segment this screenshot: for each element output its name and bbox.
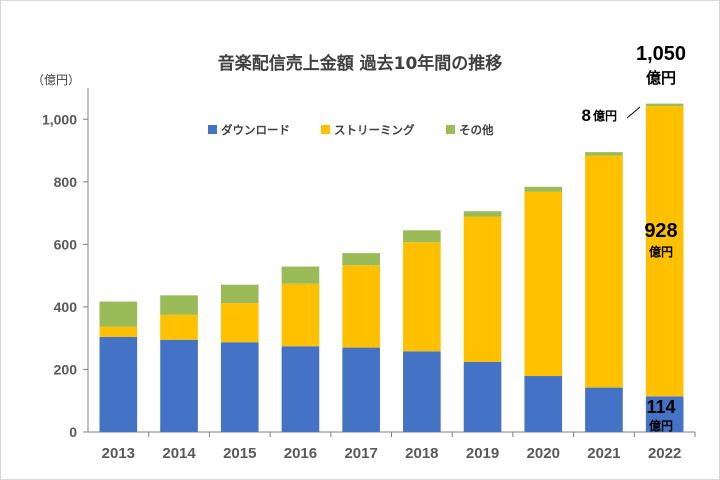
bar-other-2014	[160, 295, 198, 315]
bar-streaming-2013	[99, 326, 138, 337]
legend-label-other: その他	[459, 123, 494, 137]
legend-swatch-other	[446, 125, 455, 134]
x-tick-label: 2013	[102, 445, 135, 462]
download-unit-label: 億円	[649, 418, 673, 433]
y-tick-label: 600	[54, 236, 78, 252]
y-tick-label: 1,000	[42, 111, 77, 127]
legend-swatch-download	[208, 125, 217, 134]
bar-streaming-2016	[281, 283, 320, 347]
bar-streaming-2014	[160, 314, 198, 340]
legend: ダウンロード ストリーミング その他	[208, 123, 494, 137]
bar-download-2018	[403, 351, 441, 432]
download-value-label: 114	[646, 397, 675, 417]
y-axis-unit-label: （億円）	[32, 73, 80, 87]
bar-other-2017	[342, 253, 380, 266]
bar-other-2020	[524, 186, 563, 192]
legend-label-streaming: ストリーミング	[334, 123, 415, 137]
x-tick-label: 2019	[466, 445, 499, 462]
bar-other-2015	[220, 284, 259, 304]
bar-download-2022	[645, 396, 684, 432]
bar-other-2016	[281, 266, 320, 284]
bar-streaming-2015	[220, 303, 259, 343]
bar-download-2014	[160, 339, 198, 432]
bar-other-2022	[645, 103, 684, 107]
legend-swatch-streaming	[321, 125, 330, 134]
bar-streaming-2018	[403, 242, 441, 352]
streaming-value-label: 928	[644, 220, 677, 242]
bar-download-2021	[585, 387, 623, 432]
x-tick-label: 2014	[162, 445, 196, 462]
bar-other-2019	[463, 211, 502, 217]
x-tick-label: 2018	[405, 445, 438, 462]
bar-streaming-2017	[342, 265, 380, 348]
bar-streaming-2022	[645, 106, 684, 397]
bar-other-2013	[99, 301, 138, 327]
bar-download-2016	[281, 346, 320, 432]
annotations: 1,050 億円 8 億円 928 億円 114 億円	[582, 43, 687, 433]
bar-download-2013	[99, 336, 138, 432]
bar-download-2015	[220, 342, 259, 432]
bar-download-2019	[463, 361, 502, 432]
chart-title: 音楽配信売上金額 過去10年間の推移	[218, 53, 503, 74]
y-tick-label: 400	[54, 299, 78, 315]
other-unit-label: 億円	[593, 108, 617, 123]
total-unit-label: 億円	[646, 69, 676, 87]
legend-label-download: ダウンロード	[221, 123, 290, 137]
x-tick-label: 2022	[648, 445, 681, 462]
y-tick-label: 0	[69, 424, 77, 440]
other-leader-line	[626, 106, 641, 119]
bar-download-2020	[524, 376, 563, 432]
x-tick-label: 2021	[587, 445, 620, 462]
bar-streaming-2020	[524, 191, 563, 377]
bar-streaming-2021	[585, 155, 623, 388]
other-value-label: 8	[582, 106, 591, 125]
total-value-label: 1,050	[636, 43, 686, 65]
x-tick-label: 2016	[284, 445, 317, 462]
bar-other-2018	[403, 230, 441, 243]
bar-streaming-2019	[463, 216, 502, 362]
y-tick-label: 200	[54, 361, 78, 377]
bar-other-2021	[585, 152, 623, 156]
x-tick-label: 2020	[527, 445, 560, 462]
y-tick-label: 800	[54, 174, 78, 190]
bar-download-2017	[342, 347, 380, 432]
streaming-unit-label: 億円	[649, 244, 673, 259]
x-tick-label: 2015	[223, 445, 256, 462]
x-tick-label: 2017	[344, 445, 377, 462]
